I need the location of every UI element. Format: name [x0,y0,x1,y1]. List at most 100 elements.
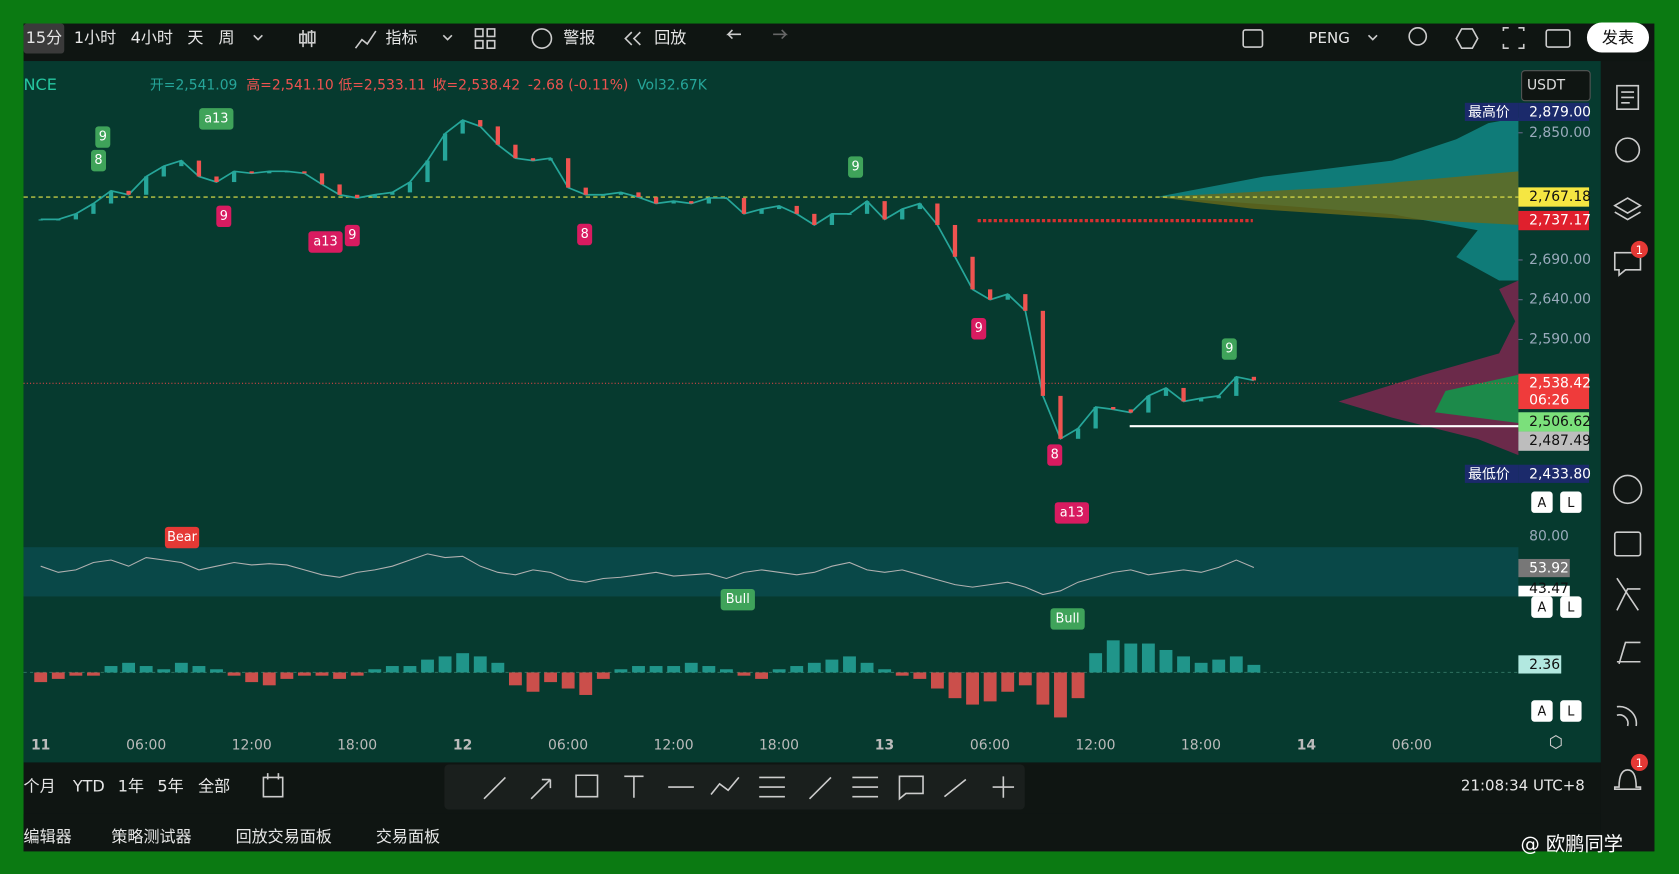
signal-marker [1047,444,1063,466]
search-icon[interactable] [1408,27,1428,46]
pine-icon[interactable] [1616,641,1641,665]
interval[interactable]: 4小时 [131,28,173,47]
candle-body [73,213,78,220]
indicator-icon[interactable] [354,30,377,49]
interval[interactable]: 天 [187,28,203,47]
tab[interactable]: 交易面板 [376,827,440,846]
macd-bar [491,662,505,673]
interval[interactable]: 15分 [26,28,62,47]
interval[interactable]: 1小时 [74,28,116,47]
target-icon[interactable] [1612,474,1643,505]
scale-button-label[interactable]: A [1538,496,1547,511]
candle-body [407,182,413,193]
alert-button[interactable]: 警报 [563,28,595,47]
scale-button[interactable] [1531,700,1553,722]
dropdown-icon[interactable] [253,34,263,41]
clock-icon[interactable] [1615,137,1641,163]
candle-body [583,187,588,195]
macd-bar [350,672,364,676]
macd-bar [596,672,610,679]
dropdown-icon[interactable] [442,34,453,41]
replay-button[interactable]: 回放 [654,28,686,47]
range-button[interactable]: YTD [72,777,105,796]
symbol-button[interactable]: PENG [1309,29,1350,47]
currency-select[interactable] [1521,70,1591,102]
label-bg [1464,102,1519,122]
legend-open: 开=2,541.09 [150,78,238,94]
camera-icon[interactable] [1545,29,1571,48]
rsi-label: 53.92 [1529,561,1569,577]
macd-bar [755,672,768,679]
candle-body [759,209,764,214]
macd-bar [1071,672,1085,699]
tab[interactable]: 回放交易面板 [236,827,332,846]
indicators-button[interactable]: 指标 [385,28,417,47]
goto-date-icon[interactable] [262,773,284,798]
range-button[interactable]: 个月 [24,777,56,796]
checkbox-icon[interactable] [1242,29,1264,48]
dropdown-icon[interactable] [1367,34,1378,41]
signal-label: a13 [204,111,228,126]
scale-button-label[interactable]: L [1567,496,1575,511]
publish-label[interactable]: 发表 [1602,28,1634,47]
layout-icon[interactable] [474,28,496,49]
macd-bar [51,672,65,679]
watchlist-icon[interactable] [1616,84,1640,111]
scale-button-label[interactable]: L [1567,705,1575,720]
settings-icon[interactable] [1455,28,1479,49]
redo-icon[interactable] [773,29,788,40]
range-button[interactable]: 全部 [198,777,230,796]
scale-button[interactable] [1531,491,1553,513]
price-line [40,119,1255,441]
candle-body [636,192,641,198]
currency-label[interactable]: USDT [1527,78,1566,94]
publish-button[interactable] [1586,22,1650,53]
candle-body [970,256,975,290]
x-tick-label: 12 [453,737,472,753]
axis-settings[interactable] [1549,735,1562,750]
macd-bar [280,672,294,679]
chart-type-icon[interactable] [299,29,316,48]
candle-body [1216,395,1221,399]
scale-button-label[interactable]: A [1538,601,1547,616]
clock: 21:08:34 UTC+8 [1461,776,1585,794]
scale-button[interactable] [1560,596,1582,618]
range-button[interactable]: 1年 [118,777,144,796]
drawing-tools[interactable] [483,774,1015,801]
signal-marker [308,231,343,253]
scale-button[interactable] [1560,491,1582,513]
strategy-icon[interactable] [1616,577,1641,611]
label-bg [1518,102,1590,122]
bell-icon[interactable] [1613,769,1642,790]
stream-icon[interactable] [1616,705,1638,727]
calendar-icon[interactable] [1613,531,1642,557]
fullscreen-icon[interactable] [1502,27,1525,49]
tab[interactable]: 策略测试器 [111,827,191,846]
scale-button[interactable] [1531,596,1553,618]
scale-button-label[interactable]: L [1567,601,1575,616]
replay-icon[interactable] [624,31,641,46]
alert-icon[interactable] [531,28,553,49]
interval[interactable]: 周 [218,28,234,47]
tabs-bar [23,813,1601,852]
x-tick-label: 14 [1297,737,1317,753]
volume-profile [1434,374,1519,423]
macd-bar [192,666,206,673]
candle-body [478,120,483,127]
scale-button[interactable] [1560,700,1582,722]
rsi-label: 80.00 [1529,528,1569,544]
layers-icon[interactable] [1613,197,1643,221]
tab[interactable]: 编辑器 [24,827,72,846]
candle-body [1163,387,1169,396]
scale-button-label[interactable]: A [1538,705,1547,720]
rsi-line [40,553,1255,596]
candle-body [829,213,835,225]
label-bg [1518,558,1570,578]
candle-body [442,133,448,161]
macd-bar [368,669,382,673]
range-button[interactable]: 5年 [157,777,183,796]
volume-profile [1156,171,1519,225]
signal-marker [720,588,755,611]
undo-icon[interactable] [726,29,741,40]
